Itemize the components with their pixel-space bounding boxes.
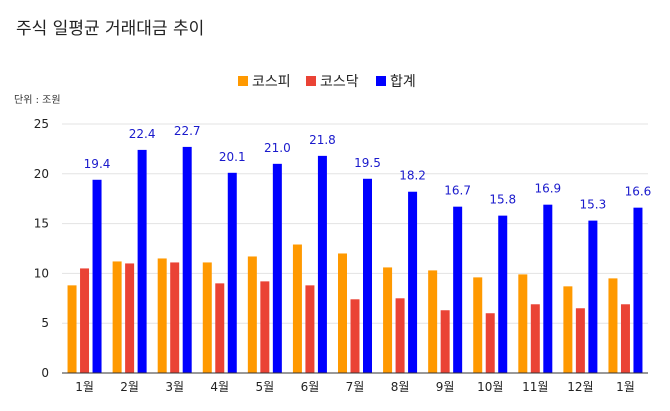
bar-코스피-9 [428, 270, 438, 373]
data-label: 21.0 [264, 141, 291, 155]
x-tick-label: 1월 [616, 380, 635, 394]
bar-코스피-4 [202, 262, 212, 373]
y-tick-label: 5 [41, 316, 49, 330]
y-tick-label: 10 [34, 266, 49, 280]
x-tick-label: 11월 [522, 380, 548, 394]
bar-코스닥-9 [440, 310, 450, 373]
bar-코스피-13 [608, 278, 618, 373]
legend-swatch-코스닥 [306, 76, 316, 86]
x-tick-label: 8월 [391, 380, 410, 394]
bar-코스닥-7 [350, 299, 360, 373]
x-tick-label: 4월 [210, 380, 229, 394]
bar-합계-9 [453, 206, 463, 373]
x-tick-label: 10월 [477, 380, 503, 394]
bar-코스닥-2 [125, 263, 135, 373]
bar-코스피-8 [383, 267, 393, 373]
data-label: 16.9 [534, 182, 561, 196]
data-labels: 19.4 22.4 22.7 20.1 21.0 21.8 19.5 18.2 16.7 15.8… [84, 124, 652, 212]
bar-합계-10 [498, 215, 508, 373]
bar-코스피-11 [518, 274, 528, 373]
bar-코스닥-11 [530, 304, 540, 373]
bar-합계-5 [272, 163, 282, 373]
data-label: 20.1 [219, 150, 246, 164]
bar-코스피-5 [247, 256, 257, 373]
bar-코스닥-4 [215, 283, 225, 373]
bar-코스닥-5 [260, 281, 270, 373]
bar-코스피-3 [157, 258, 167, 373]
legend-label: 코스피 [252, 74, 291, 90]
x-axis-ticks: 1월 2월 3월 4월 5월 6월 7월 8월 9월 10월 11월 12월 1월 [75, 380, 635, 394]
legend-swatch-합계 [376, 76, 386, 86]
bars [67, 146, 643, 373]
bar-합계-4 [227, 172, 237, 373]
x-tick-label: 7월 [346, 380, 365, 394]
bar-합계-11 [543, 204, 553, 373]
data-label: 22.7 [174, 124, 201, 138]
chart-title: 주식 일평균 거래대금 추이 [16, 19, 204, 39]
x-tick-label: 1월 [75, 380, 94, 394]
bar-코스피-2 [112, 261, 122, 373]
bar-코스닥-8 [395, 298, 405, 373]
bar-코스피-7 [338, 253, 347, 373]
data-label: 16.6 [625, 185, 652, 199]
x-tick-label: 5월 [256, 380, 275, 394]
legend-label: 코스닥 [320, 74, 359, 90]
bar-코스닥-12 [575, 308, 585, 373]
unit-label: 단위 : 조원 [14, 93, 61, 106]
y-tick-label: 0 [41, 366, 49, 380]
bar-코스닥-13 [620, 304, 630, 373]
bar-코스닥-1 [80, 268, 90, 373]
bar-코스피-6 [292, 244, 302, 373]
data-label: 15.8 [489, 193, 516, 207]
bar-합계-2 [137, 149, 147, 373]
data-label: 15.3 [580, 198, 607, 212]
data-label: 21.8 [309, 133, 336, 147]
legend: 코스피 코스닥 합계 [238, 74, 416, 90]
bar-합계-7 [363, 178, 372, 373]
x-tick-label: 9월 [436, 380, 455, 394]
bar-코스피-1 [67, 285, 77, 373]
legend-swatch-코스피 [238, 76, 248, 86]
bar-합계-12 [588, 220, 598, 373]
bar-합계-6 [317, 155, 327, 373]
data-label: 16.7 [444, 184, 471, 198]
bar-코스닥-6 [305, 285, 315, 373]
x-tick-label: 12월 [567, 380, 593, 394]
y-tick-label: 25 [34, 117, 49, 131]
y-tick-label: 20 [34, 167, 49, 181]
data-label: 18.2 [399, 169, 426, 183]
bar-코스피-10 [473, 277, 483, 373]
bar-합계-8 [408, 191, 418, 373]
legend-label: 합계 [390, 74, 416, 90]
data-label: 22.4 [129, 127, 156, 141]
bar-코스피-12 [563, 286, 573, 373]
bar-코스닥-3 [170, 262, 180, 373]
data-label: 19.5 [354, 156, 381, 170]
x-tick-label: 6월 [301, 380, 320, 394]
x-tick-label: 3월 [165, 380, 184, 394]
bar-합계-1 [92, 179, 102, 373]
bar-합계-13 [633, 207, 643, 373]
y-axis-ticks: 0 5 10 15 20 25 [34, 117, 49, 380]
y-tick-label: 15 [34, 217, 49, 231]
bar-합계-3 [182, 146, 192, 373]
bar-코스닥-10 [485, 313, 495, 373]
gridlines [62, 123, 648, 324]
x-tick-label: 2월 [120, 380, 139, 394]
data-label: 19.4 [84, 157, 111, 171]
